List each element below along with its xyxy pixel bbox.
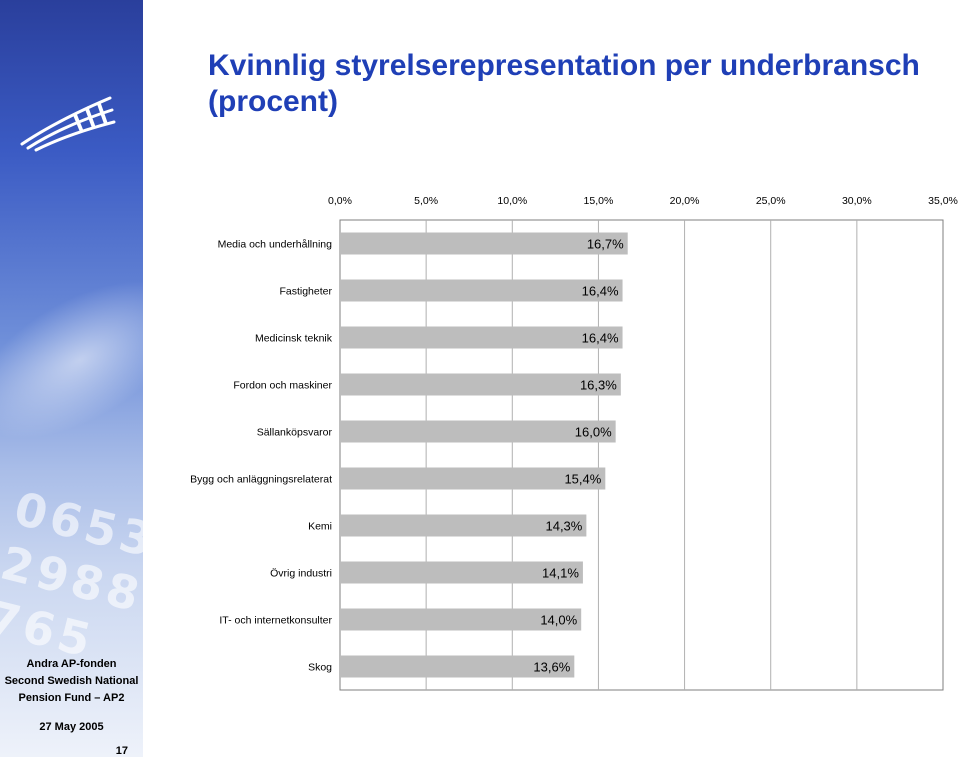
x-tick-label: 5,0% — [414, 195, 438, 207]
bar — [340, 373, 621, 396]
data-label: 13,6% — [533, 660, 570, 675]
data-label: 16,7% — [587, 237, 624, 252]
page-title: Kvinnlig styrelserepresentation per unde… — [208, 49, 920, 118]
x-tick-label: 25,0% — [756, 195, 786, 207]
bar — [340, 420, 616, 443]
data-label: 14,3% — [545, 519, 582, 534]
data-label: 16,4% — [582, 331, 619, 346]
category-label: Kemi — [308, 521, 332, 533]
org-name-english-2: Pension Fund – AP2 — [18, 692, 125, 704]
bar — [340, 467, 606, 490]
x-tick-label: 0,0% — [328, 195, 352, 207]
data-label: 16,4% — [582, 284, 619, 299]
data-label: 14,0% — [540, 613, 577, 628]
category-label: Skog — [308, 662, 332, 674]
bar — [340, 232, 628, 255]
bar — [340, 608, 582, 631]
page-number: 17 — [115, 745, 128, 757]
category-label: Media och underhållning — [218, 239, 333, 251]
slide-date: 27 May 2005 — [39, 721, 104, 733]
category-label: Övrig industri — [270, 568, 332, 580]
data-label: 15,4% — [564, 472, 601, 487]
plot-area-frame — [339, 219, 944, 691]
bar — [340, 279, 623, 302]
x-tick-label: 20,0% — [670, 195, 700, 207]
org-name-swedish: Andra AP-fonden — [26, 658, 117, 670]
x-tick-label: 15,0% — [584, 195, 614, 207]
bar — [340, 514, 587, 537]
bar — [340, 326, 623, 349]
x-tick-label: 35,0% — [928, 195, 958, 207]
bar — [340, 561, 583, 584]
data-label: 16,0% — [575, 425, 612, 440]
category-label: IT- och internetkonsulter — [219, 615, 332, 627]
category-label: Fastigheter — [279, 286, 332, 298]
ap2-logo-icon — [20, 96, 116, 152]
category-label: Medicinsk teknik — [255, 333, 333, 345]
category-label: Fordon och maskiner — [233, 380, 332, 392]
bar — [340, 655, 575, 678]
x-tick-label: 30,0% — [842, 195, 872, 207]
data-label: 14,1% — [542, 566, 579, 581]
category-label: Bygg och anläggningsrelaterat — [190, 474, 332, 486]
org-name-english: Second Swedish National — [4, 675, 139, 687]
data-label: 16,3% — [580, 378, 617, 393]
sidebar-decoration: 0653 2988 765 Andra AP-fonden Second Swe… — [0, 0, 143, 757]
x-tick-label: 10,0% — [497, 195, 527, 207]
category-label: Sällanköpsvaror — [257, 427, 333, 439]
